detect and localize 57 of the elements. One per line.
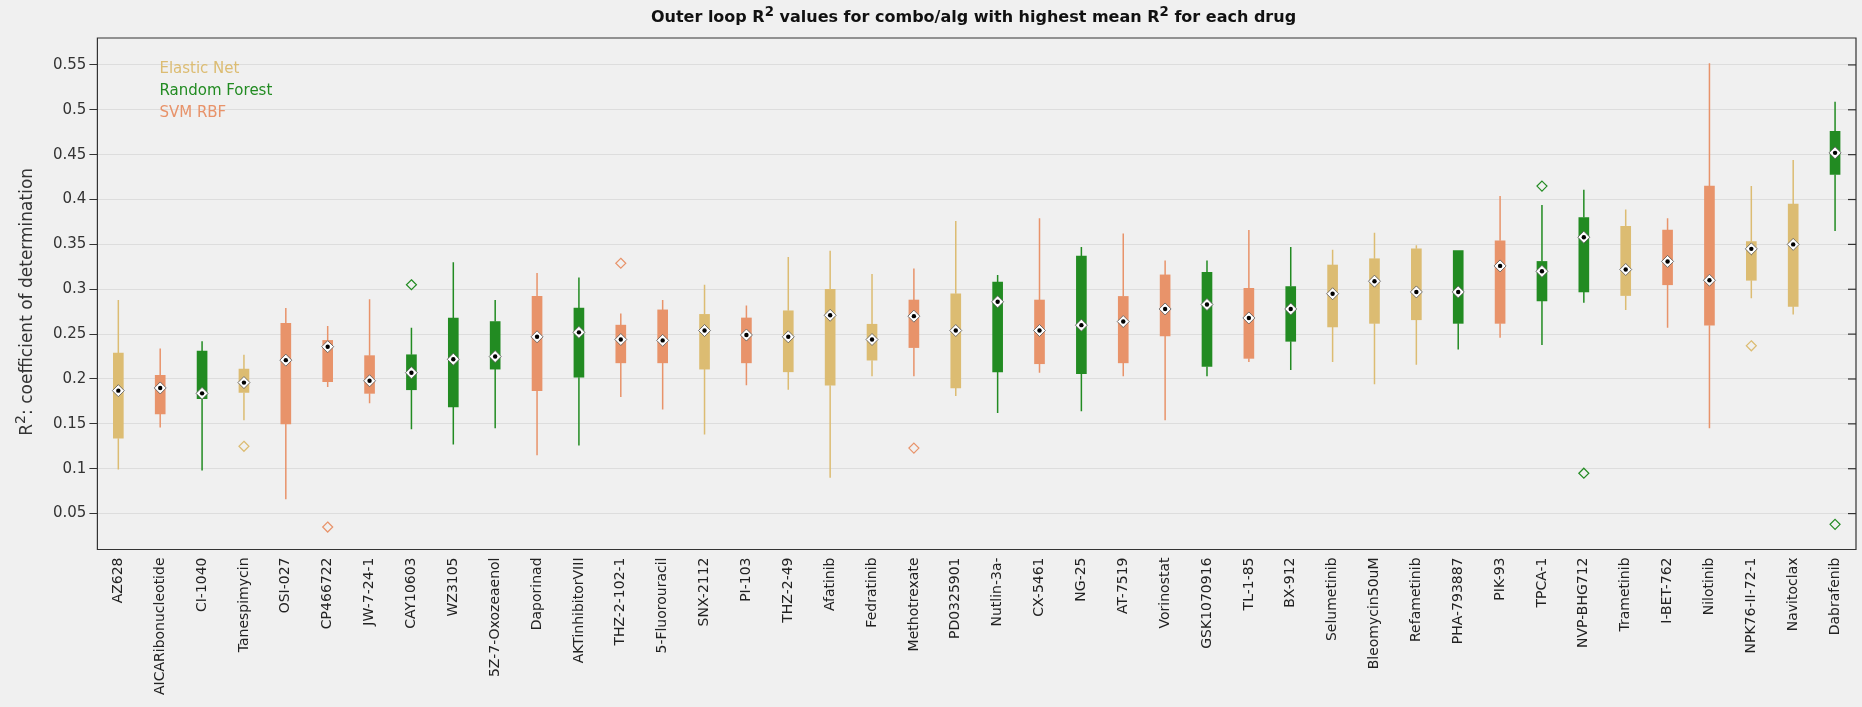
x-tick-label: Methotrexate [904, 557, 921, 652]
y-tick-label: 0.15 [52, 413, 87, 432]
y-tick-label: 0.4 [62, 189, 87, 208]
y-tick-label: 0.3 [62, 279, 87, 298]
x-tick-label: Tanespimycin [234, 557, 251, 654]
y-tick-label: 0.1 [62, 458, 87, 477]
x-tick-label: SNX-2112 [695, 557, 712, 627]
y-tick-label: 0.55 [52, 54, 87, 73]
x-tick-label: BX-912 [1281, 557, 1298, 608]
x-tick-label: 5-Fluorouracil [653, 557, 670, 654]
x-tick-label: AT-7519 [1113, 557, 1130, 614]
x-tick-label: PIK-93 [1490, 557, 1507, 601]
y-tick-label: 0.25 [52, 324, 87, 343]
x-tick-label: WZ3105 [443, 557, 460, 617]
x-tick-label: NG-25 [1072, 557, 1089, 602]
x-tick-label: Nutlin-3a- [988, 557, 1005, 627]
x-tick-label: Dabrafenib [1825, 557, 1842, 636]
y-tick-label: 0.45 [52, 144, 87, 163]
x-tick-label: GSK1070916 [1197, 557, 1214, 649]
x-tick-label: Bleomycin50uM [1365, 557, 1382, 670]
x-tick-label: CX-5461 [1030, 557, 1047, 617]
x-tick-label: PD0325901 [946, 557, 963, 640]
y-tick-label: 0.2 [62, 368, 87, 387]
text: Random Forest [159, 80, 273, 99]
chart-title: Outer loop R$^{2}$ values for combo/alg with highest mean R$^{2}$ for each drug [649, 4, 1298, 27]
x-tick-label: THZ-2-102-1 [611, 557, 628, 647]
x-tick-label: CI-1040 [192, 557, 209, 613]
x-tick-label: CAY10603 [402, 557, 419, 629]
x-tick-label: Vorinostat [1155, 556, 1172, 629]
x-tick-label: AICARibonucleotide [150, 557, 167, 696]
x-tick-label: Refametinib [1406, 557, 1423, 642]
x-tick-label: Navitoclax [1783, 557, 1800, 632]
x-tick-label: Daporinad [527, 557, 544, 631]
x-tick-label: JW-7-24-1 [360, 557, 377, 627]
text: Elastic Net [159, 58, 240, 77]
x-tick-label: PI-103 [737, 557, 754, 602]
x-tick-label: NVP-BHG712 [1574, 557, 1591, 648]
y-tick-label: 0.35 [52, 234, 87, 253]
x-tick-label: Nilotinib [1700, 557, 1717, 616]
text: SVM RBF [159, 102, 227, 121]
x-tick-label: Fedratinib [862, 557, 879, 628]
x-tick-label: OSI-027 [276, 557, 293, 614]
x-tick-label: Afatinib [820, 557, 837, 612]
x-tick-label: TPCA-1 [1532, 557, 1549, 609]
x-tick-label: NPK76-II-72-1 [1741, 557, 1758, 654]
x-tick-label: THZ-2-49 [778, 557, 795, 624]
y-tick-label: 0.5 [62, 99, 87, 118]
x-tick-label: CP466722 [318, 557, 335, 630]
x-tick-label: TL-1-85 [1239, 557, 1256, 612]
x-tick-label: I-BET-762 [1658, 557, 1675, 624]
y-tick-label: 0.05 [52, 503, 87, 522]
x-tick-label: 5Z-7-Oxozeaenol [485, 557, 502, 678]
x-tick-label: AKTinhibitorVIII [569, 557, 586, 664]
x-tick-label: PHA-793887 [1448, 557, 1465, 645]
x-tick-label: AZ628 [108, 557, 125, 604]
x-tick-label: Trametinib [1616, 557, 1633, 633]
x-tick-label: Selumetinib [1323, 557, 1340, 642]
